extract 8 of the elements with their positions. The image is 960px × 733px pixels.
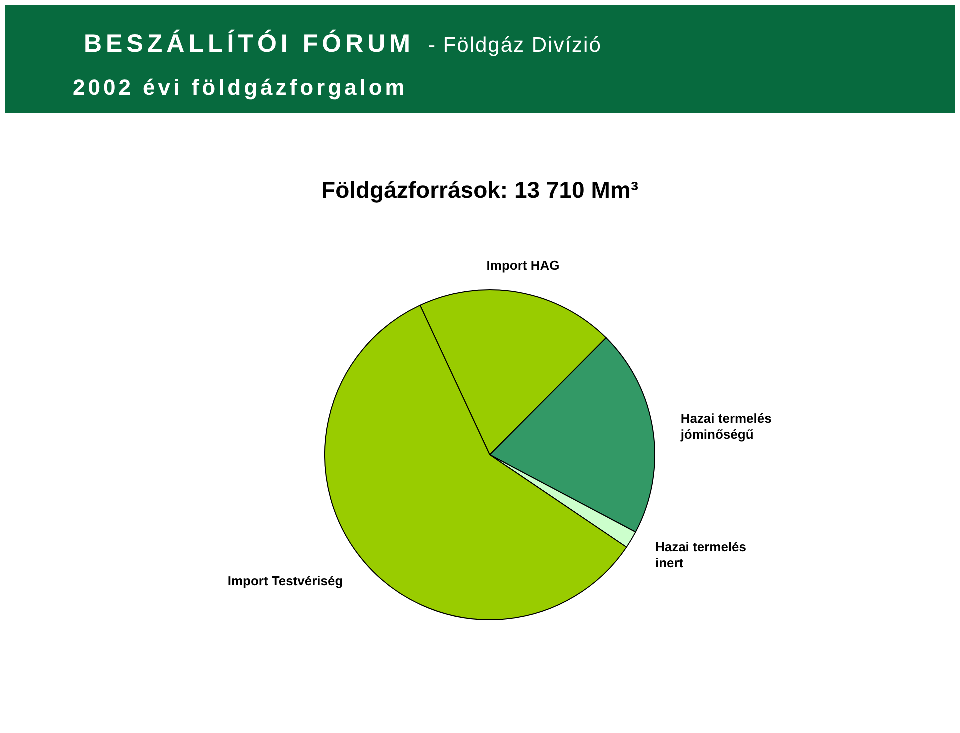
text: BESZÁLLÍTÓI FÓRUM: [84, 29, 414, 58]
slice-label: Hazai termelés inert: [655, 539, 747, 570]
text: - Földgáz Divízió: [428, 34, 602, 57]
slice-label: Import Testvériség: [228, 573, 344, 588]
slice-label: Import HAG: [486, 258, 560, 273]
chart-title: Földgázforrások: 13 710 Mm³: [322, 177, 639, 203]
chart-subtitle: 2002 évi földgázforgalom: [73, 75, 408, 100]
slice-label: Hazai termelés jóminőségű: [680, 411, 772, 442]
